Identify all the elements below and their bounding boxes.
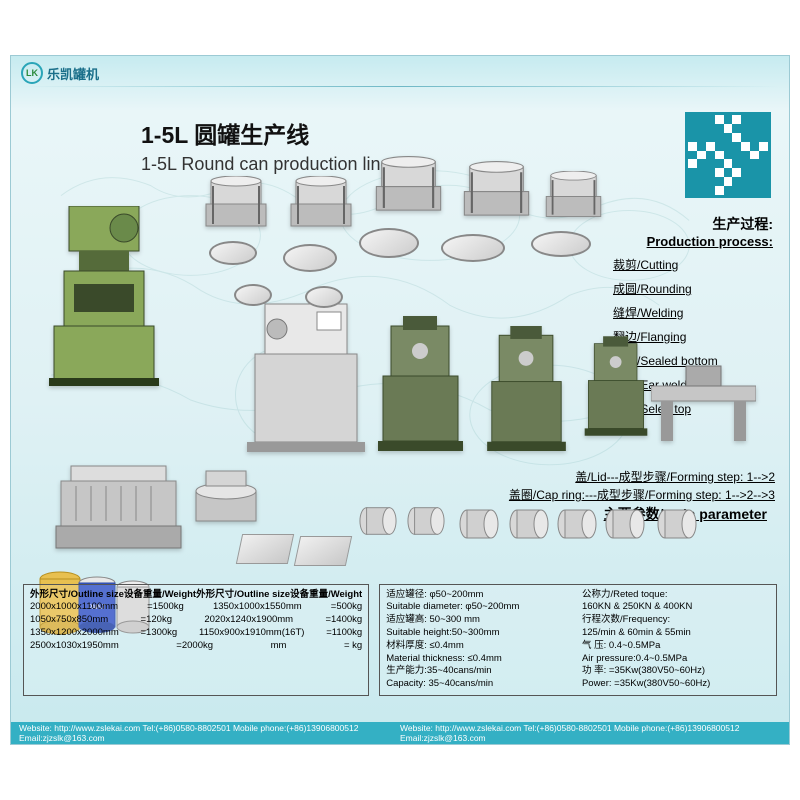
machine-die-set-1 — [201, 176, 271, 231]
can-part — [359, 501, 397, 541]
machine-welder — [247, 294, 365, 452]
lid-part — [305, 286, 343, 308]
lid-part — [441, 234, 505, 262]
can-part — [407, 501, 445, 541]
table-parameters: 适应罐径: φ50~200mm公称力/Reted toque:Suitable … — [379, 584, 777, 697]
lid-part — [234, 284, 272, 306]
lid-part — [283, 244, 337, 272]
sheet-part — [236, 534, 294, 564]
can-part — [604, 504, 646, 544]
machine-slitter — [51, 461, 186, 551]
lid-part — [209, 241, 257, 265]
machine-feeder — [191, 466, 261, 526]
machine-seamer-2 — [581, 326, 651, 446]
footer-text: Website: http://www.zslekai.com Tel:(+86… — [19, 723, 400, 743]
table-dimensions: 外形尺寸/Outline size设备重量/Weight外形尺寸/Outline… — [23, 584, 369, 697]
lid-part — [359, 228, 419, 258]
machine-press — [49, 206, 159, 386]
machine-seamer-1 — [373, 316, 468, 451]
can-part — [459, 504, 499, 544]
spec-tables: 外形尺寸/Outline size设备重量/Weight外形尺寸/Outline… — [23, 584, 777, 697]
can-part — [656, 504, 698, 544]
sheet-part — [294, 536, 352, 566]
can-part — [556, 504, 598, 544]
machine-die-set-5 — [541, 171, 606, 221]
machine-die-set-3 — [371, 156, 446, 216]
can-part — [509, 504, 549, 544]
lid-part — [531, 231, 591, 257]
machine-die-set-4 — [459, 161, 534, 221]
machine-die-set-2 — [286, 176, 356, 231]
footer-bar: Website: http://www.zslekai.com Tel:(+86… — [11, 722, 789, 744]
footer-text: Website: http://www.zslekai.com Tel:(+86… — [400, 723, 781, 743]
machine-conveyor — [651, 356, 756, 446]
machine-ear-welder — [479, 326, 574, 451]
